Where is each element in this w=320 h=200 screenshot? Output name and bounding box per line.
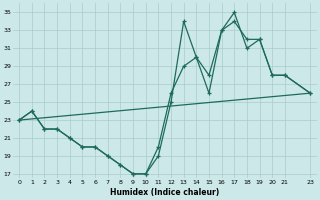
X-axis label: Humidex (Indice chaleur): Humidex (Indice chaleur): [110, 188, 219, 197]
